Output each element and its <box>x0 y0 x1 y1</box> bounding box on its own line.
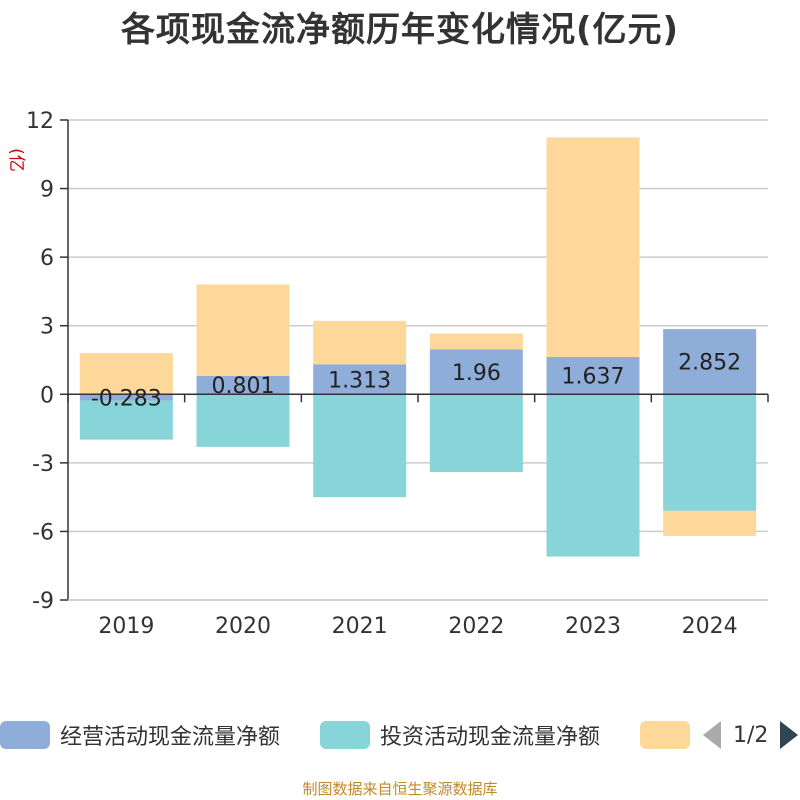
legend-swatch-operating <box>0 721 50 749</box>
bar-series0-2022 <box>429 349 523 395</box>
x-tick-label: 2019 <box>98 614 154 639</box>
y-tick-label: 0 <box>40 383 54 408</box>
source-note: 制图数据来自恒生聚源数据库 <box>302 780 498 798</box>
data-label: -0.283 <box>91 387 162 412</box>
legend-item-operating[interactable]: 经营活动现金流量净额 <box>0 715 280 755</box>
x-tick-label: 2021 <box>332 614 388 639</box>
legend-page-text: 1/2 <box>733 722 769 748</box>
bar-series0-2023 <box>546 356 640 395</box>
x-tick-label: 2022 <box>448 614 504 639</box>
x-tick-label: 2020 <box>215 614 271 639</box>
data-labels: -0.283 0.801 1.313 1.96 1.637 2.852 <box>91 351 741 412</box>
data-label: 1.96 <box>452 361 501 386</box>
grid-lines <box>68 119 768 601</box>
x-tick-label: 2023 <box>565 614 621 639</box>
axes: -9 -6 -3 0 3 6 9 12 2019 2020 2021 2022 2023 2024 <box>26 109 769 639</box>
bar-series0-2019 <box>79 394 173 401</box>
bar-series2-2021 <box>313 320 407 365</box>
legend-swatch-financing <box>640 721 690 749</box>
chart-plot: -9 -6 -3 0 3 6 9 12 2019 2020 2021 2022 2023 2024 -0.… <box>26 109 769 639</box>
legend-item-financing[interactable] <box>640 715 700 755</box>
legend-pager: 1/2 <box>703 715 799 755</box>
bar-series0-2020 <box>196 375 290 395</box>
data-label: 1.637 <box>562 365 625 390</box>
bar-series1-2019 <box>79 400 173 440</box>
bar-series1-2023 <box>546 394 640 557</box>
bar-series1-2021 <box>313 394 407 498</box>
data-label: 2.852 <box>678 351 741 376</box>
bar-series1-2022 <box>429 394 523 472</box>
bar-series2-2022 <box>429 333 523 350</box>
y-tick-label: -3 <box>32 452 54 477</box>
x-tick-label: 2024 <box>682 614 738 639</box>
bar-series2-2024 <box>663 510 757 536</box>
legend: 经营活动现金流量净额 投资活动现金流量净额 1/2 <box>0 715 800 755</box>
data-label: 1.313 <box>328 368 391 393</box>
legend-swatch-investing <box>320 721 370 749</box>
y-tick-label: -9 <box>32 589 54 614</box>
legend-next-icon[interactable] <box>780 721 799 749</box>
bar-series1-2024 <box>663 394 757 511</box>
y-tick-label: 12 <box>26 109 54 134</box>
y-tick-label: 3 <box>40 315 54 340</box>
chart-title: 各项现金流净额历年变化情况(亿元) <box>120 10 680 50</box>
y-tick-label: -6 <box>32 520 54 545</box>
data-label: 0.801 <box>212 374 275 399</box>
legend-item-investing[interactable]: 投资活动现金流量净额 <box>320 715 600 755</box>
bar-series2-2019 <box>79 353 173 395</box>
legend-label-operating: 经营活动现金流量净额 <box>60 725 281 750</box>
bar-series2-2023 <box>546 137 640 357</box>
bars <box>79 137 757 557</box>
bar-series0-2021 <box>313 364 407 395</box>
y-tick-label: 9 <box>40 178 54 203</box>
bar-series2-2020 <box>196 284 290 376</box>
legend-label-investing: 投资活动现金流量净额 <box>380 725 601 750</box>
bar-series0-2024 <box>663 329 757 395</box>
legend-prev-icon[interactable] <box>703 721 721 749</box>
bar-series1-2020 <box>196 394 290 447</box>
y-tick-label: 6 <box>40 246 54 271</box>
